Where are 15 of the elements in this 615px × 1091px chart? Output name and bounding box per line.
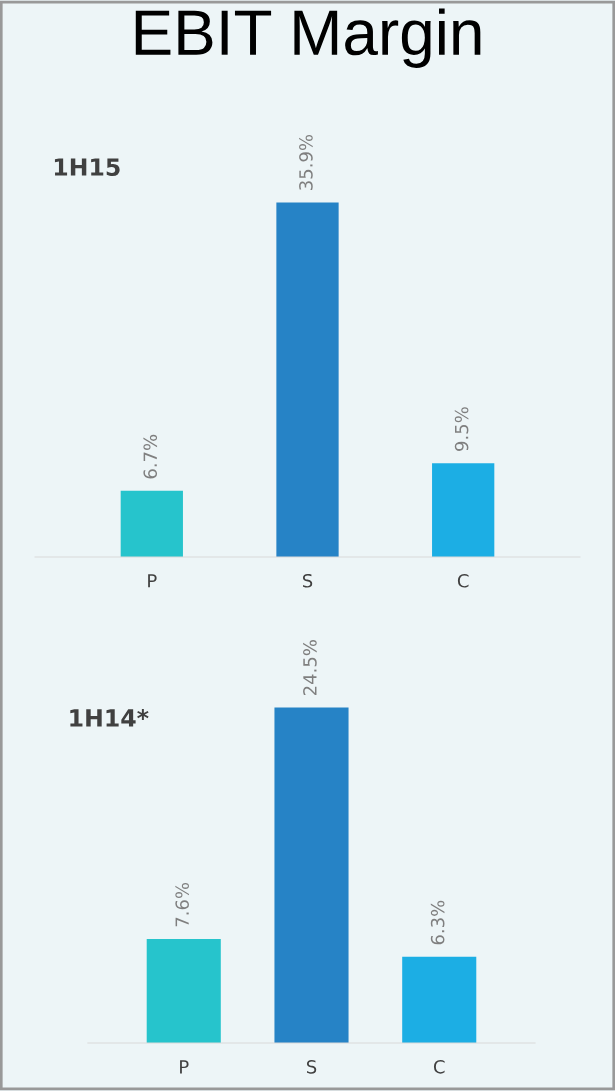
data-label: 6.7% (143, 434, 158, 479)
data-label: 24.5% (303, 640, 317, 696)
chart-title: EBIT Margin (135, 8, 481, 68)
chart-subtitle: 1H15 (54, 158, 120, 176)
x-tick-label: S (306, 1059, 317, 1074)
x-tick-label: P (180, 1060, 189, 1074)
data-label: 35.9% (299, 134, 313, 190)
x-tick-label: P (148, 574, 157, 588)
x-tick-label: C (457, 573, 469, 588)
data-label: 7.6% (175, 882, 189, 927)
x-tick-label: S (302, 573, 313, 588)
chart-title: 1H14* (70, 709, 149, 727)
x-tick-label: C (433, 1059, 445, 1074)
data-label: 6.3% (430, 900, 445, 945)
data-label: 9.5% (454, 407, 469, 451)
